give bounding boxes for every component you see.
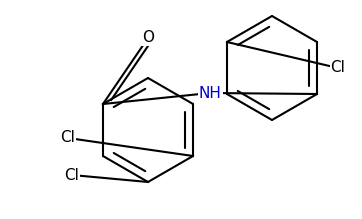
Text: Cl: Cl	[60, 131, 75, 145]
Text: O: O	[142, 30, 154, 46]
Text: Cl: Cl	[331, 60, 345, 76]
Text: Cl: Cl	[64, 168, 79, 182]
Text: NH: NH	[199, 85, 222, 101]
